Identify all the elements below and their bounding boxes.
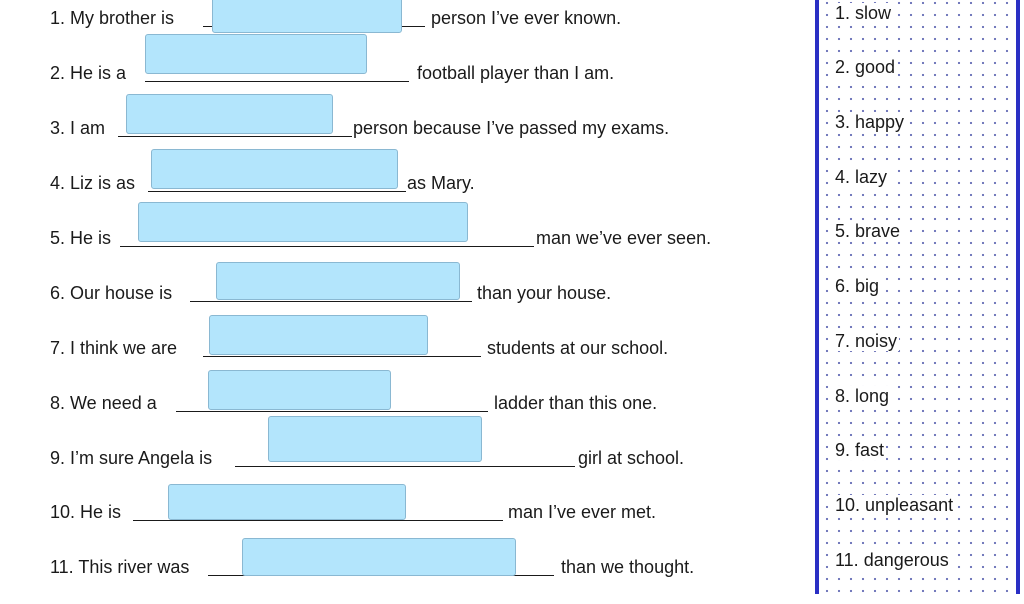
word-bank-item: 2. good [833, 57, 898, 77]
sentence-start: 9. I’m sure Angela is [50, 448, 213, 468]
sentence-end: person because I’ve passed my exams. [353, 118, 670, 138]
sentence-end: girl at school. [578, 448, 685, 468]
sentence-start: 8. We need a [50, 393, 157, 413]
word-bank-item: 5. brave [833, 221, 903, 241]
sentence-end: ladder than this one. [494, 393, 658, 413]
answer-underline [190, 301, 472, 302]
sentence-end: than we thought. [561, 557, 695, 577]
word-bank-item: 11. dangerous [833, 550, 951, 570]
sentence-start: 2. He is a [50, 63, 127, 83]
answer-underline [176, 411, 488, 412]
word-bank-item: 4. lazy [833, 167, 890, 187]
sentence-end: football player than I am. [417, 63, 615, 83]
exercise-row-5: 5. He is man we’ve ever seen. [0, 202, 812, 275]
answer-box-2[interactable] [145, 34, 367, 74]
sentence-start: 10. He is [50, 502, 122, 522]
answer-underline [133, 520, 503, 521]
answer-box-8[interactable] [208, 370, 391, 410]
sentence-end: students at our school. [487, 338, 669, 358]
answer-box-10[interactable] [168, 484, 406, 520]
exercise-row-4: 4. Liz is as as Mary. [0, 149, 812, 220]
answer-underline [235, 466, 575, 467]
answer-underline [120, 246, 534, 247]
word-bank-item: 7. noisy [833, 331, 900, 351]
sentence-end: than your house. [477, 283, 612, 303]
sentence-start: 11. This river was [50, 557, 190, 577]
exercise-row-3: 3. I am person because I’ve passed my ex… [0, 94, 812, 165]
sentence-start: 1. My brother is [50, 8, 175, 28]
exercise-row-11: 11. This river was than we thought. [0, 538, 812, 604]
answer-box-11[interactable] [242, 538, 516, 576]
answer-box-9[interactable] [268, 416, 482, 462]
answer-underline [118, 136, 352, 137]
word-bank-item: 9. fast [833, 440, 887, 460]
answer-box-1[interactable] [212, 0, 402, 33]
exercise-row-2: 2. He is a football player than I am. [0, 34, 812, 110]
sentence-end: man I’ve ever met. [508, 502, 657, 522]
sentence-start: 5. He is [50, 228, 112, 248]
sentence-end: person I’ve ever known. [431, 8, 622, 28]
word-bank-item: 6. big [833, 276, 882, 296]
word-bank-panel: 1. slow 2. good 3. happy 4. lazy 5. brav… [815, 0, 1020, 594]
answer-box-3[interactable] [126, 94, 333, 134]
answer-box-7[interactable] [209, 315, 428, 355]
exercise-row-7: 7. I think we are students at our school… [0, 315, 812, 385]
word-bank-item: 10. unpleasant [833, 495, 956, 515]
sentence-end: as Mary. [407, 173, 475, 193]
answer-underline [145, 81, 409, 82]
sentence-end: man we’ve ever seen. [536, 228, 712, 248]
answer-underline [203, 356, 481, 357]
exercise-row-10: 10. He is man I’ve ever met. [0, 484, 812, 549]
answer-box-4[interactable] [151, 149, 398, 189]
exercise-row-9: 9. I’m sure Angela is girl at school. [0, 416, 812, 495]
word-bank-item: 3. happy [833, 112, 907, 132]
answer-box-6[interactable] [216, 262, 460, 300]
word-bank-item: 8. long [833, 386, 892, 406]
exercise-row-1: 1. My brother is person I’ve ever known. [0, 0, 812, 55]
answer-underline [148, 191, 406, 192]
exercise-row-6: 6. Our house is than your house. [0, 262, 812, 330]
sentence-start: 7. I think we are [50, 338, 178, 358]
sentence-start: 6. Our house is [50, 283, 173, 303]
exercise-row-8: 8. We need a ladder than this one. [0, 370, 812, 440]
answer-box-5[interactable] [138, 202, 468, 242]
sentence-start: 3. I am [50, 118, 106, 138]
word-bank-item: 1. slow [833, 3, 894, 23]
sentence-start: 4. Liz is as [50, 173, 136, 193]
